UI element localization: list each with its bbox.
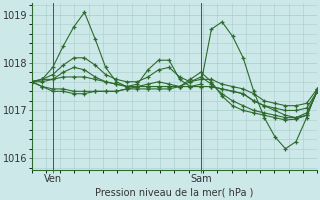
X-axis label: Pression niveau de la mer( hPa ): Pression niveau de la mer( hPa ) [95, 187, 253, 197]
